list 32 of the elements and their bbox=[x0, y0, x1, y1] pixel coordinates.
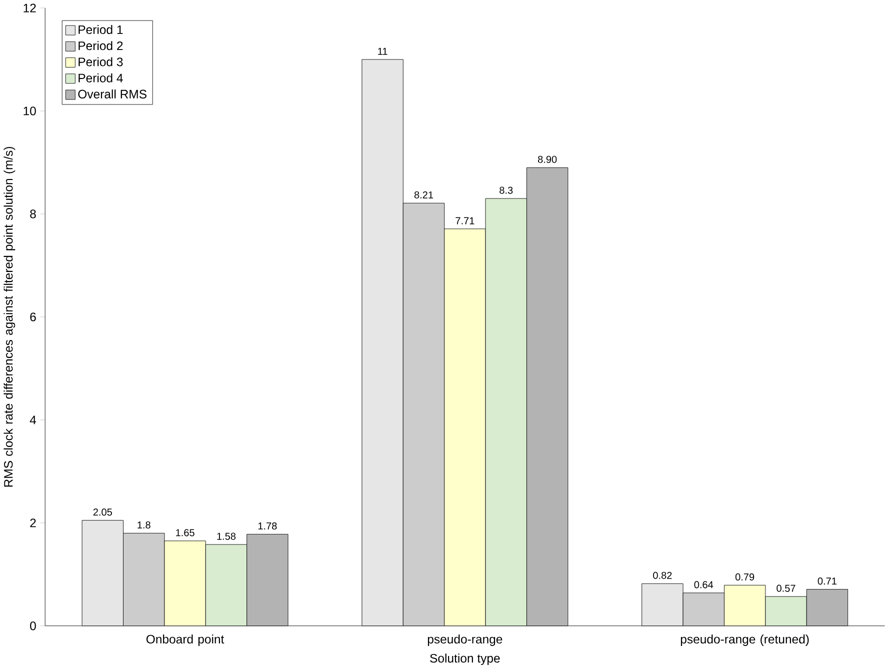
x-tick-label: Onboard point bbox=[146, 634, 224, 646]
data-label: 0.79 bbox=[735, 574, 754, 581]
y-tick-label: 12 bbox=[24, 4, 36, 12]
y-tick-label: 0 bbox=[30, 622, 36, 630]
legend-label: Period 3 bbox=[78, 57, 123, 66]
data-label: 7.71 bbox=[456, 217, 474, 224]
data-label: 2.05 bbox=[93, 508, 112, 516]
y-tick-label: 10 bbox=[24, 106, 36, 116]
legend-label: Period 1 bbox=[78, 25, 123, 34]
data-label: 1.78 bbox=[258, 522, 277, 530]
y-tick-label: 4 bbox=[30, 416, 36, 424]
legend-label: Overall RMS bbox=[78, 90, 146, 99]
data-label: 8.3 bbox=[500, 186, 513, 194]
x-tick-label: pseudo-range (retuned) bbox=[680, 634, 809, 646]
legend-label: Period 2 bbox=[78, 41, 123, 50]
legend-label: Period 4 bbox=[78, 73, 123, 82]
y-axis-title: RMS clock rate differences against filtered point solution (m/s) bbox=[4, 147, 16, 487]
data-label: 0.82 bbox=[653, 572, 672, 580]
y-tick-label: 2 bbox=[30, 518, 36, 528]
y-tick-label: 6 bbox=[30, 312, 36, 322]
data-label: 0.57 bbox=[776, 584, 796, 592]
data-label: 1.65 bbox=[176, 529, 194, 536]
data-label: 11 bbox=[378, 48, 388, 55]
data-label: 1.8 bbox=[138, 522, 150, 529]
data-label: 0.71 bbox=[818, 578, 836, 585]
x-axis-title: Solution type bbox=[430, 654, 500, 666]
data-label: 8.21 bbox=[414, 191, 434, 199]
data-label: 0.64 bbox=[694, 581, 714, 588]
data-label: 8.90 bbox=[538, 156, 557, 164]
x-tick-label: pseudo-range bbox=[428, 634, 502, 646]
data-label: 1.58 bbox=[217, 532, 236, 540]
y-tick-label: 8 bbox=[30, 210, 36, 218]
